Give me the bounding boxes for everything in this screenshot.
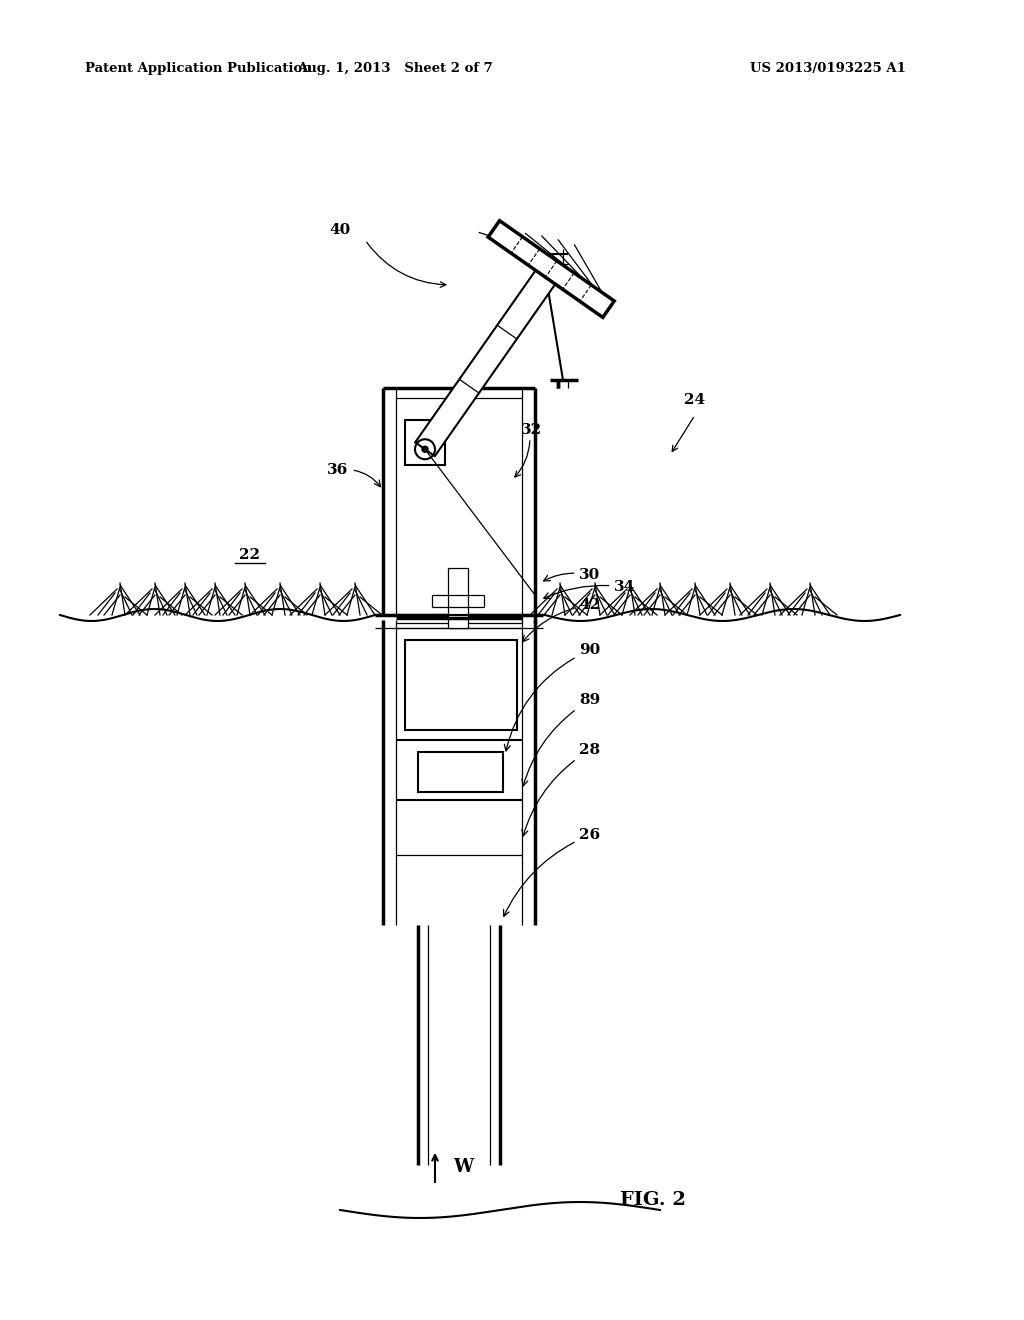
Text: 30: 30 <box>544 568 601 582</box>
Text: W: W <box>453 1158 473 1176</box>
Text: FIG. 2: FIG. 2 <box>620 1191 686 1209</box>
Text: 22: 22 <box>240 548 260 562</box>
Text: US 2013/0193225 A1: US 2013/0193225 A1 <box>750 62 906 75</box>
Bar <box>406 420 445 465</box>
Text: 24: 24 <box>684 393 706 407</box>
Text: 28: 28 <box>522 743 600 836</box>
Text: 42: 42 <box>522 598 600 642</box>
Text: 89: 89 <box>522 693 601 785</box>
Bar <box>418 752 503 792</box>
Text: 36: 36 <box>328 463 381 487</box>
Text: Patent Application Publication: Patent Application Publication <box>85 62 311 75</box>
Text: 90: 90 <box>505 643 601 751</box>
Text: 34: 34 <box>544 579 636 598</box>
Bar <box>449 568 468 628</box>
Polygon shape <box>415 263 561 457</box>
Text: 32: 32 <box>521 422 543 437</box>
Circle shape <box>422 446 428 453</box>
Bar <box>406 640 517 730</box>
Text: 40: 40 <box>330 223 350 238</box>
Polygon shape <box>488 220 614 317</box>
Text: 26: 26 <box>504 828 600 916</box>
Text: Aug. 1, 2013   Sheet 2 of 7: Aug. 1, 2013 Sheet 2 of 7 <box>297 62 493 75</box>
